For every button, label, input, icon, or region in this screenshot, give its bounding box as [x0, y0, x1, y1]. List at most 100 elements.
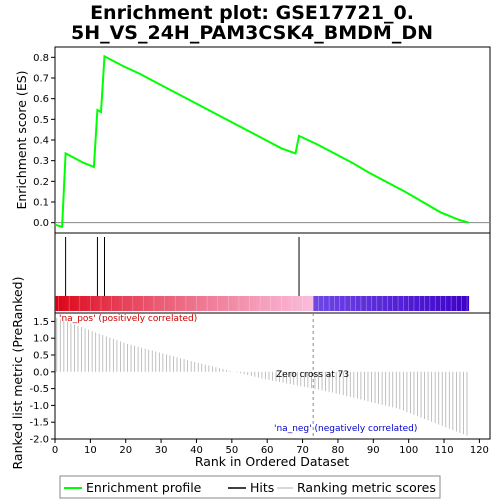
strip-cell [125, 296, 130, 311]
strip-cell [207, 296, 211, 311]
x-axis-label: Rank in Ordered Dataset [195, 454, 349, 469]
strip-cell [362, 296, 367, 311]
strip-cell [373, 296, 378, 311]
strip-cell [161, 296, 165, 311]
strip-cell [231, 296, 236, 311]
es-panel-frame [54, 46, 491, 234]
strip-cell [104, 296, 109, 311]
strip-cell [440, 296, 445, 311]
es-y-tick-label: 0.7 [33, 74, 49, 85]
es-y-tick-label: 0.5 [33, 115, 49, 126]
strip-cell [302, 296, 307, 311]
strip-cell [458, 296, 463, 311]
strip-cell [429, 296, 434, 311]
metric-y-tick-label: 0.5 [33, 351, 49, 362]
strip-cell [394, 296, 399, 311]
strip-cell [408, 296, 413, 311]
strip-cell [62, 296, 66, 311]
es-curve [54, 54, 470, 229]
strip-cell [313, 296, 318, 311]
strip-cell [352, 296, 356, 311]
strip-cell [238, 296, 243, 311]
strip-cell [334, 296, 339, 311]
x-tick-label: 0 [52, 445, 58, 456]
x-tick-label: 40 [190, 445, 203, 456]
strip-cell [221, 296, 226, 311]
strip-cell [58, 296, 63, 311]
strip-cell [235, 296, 240, 311]
strip-cell [345, 296, 349, 311]
legend-label-ranking-metric: Ranking metric scores [297, 480, 436, 495]
rank-color-strip [55, 296, 470, 311]
strip-cell [245, 296, 250, 311]
strip-cell [86, 296, 91, 311]
strip-cell [168, 296, 173, 311]
es-y-tick-label: 0.4 [33, 136, 49, 147]
strip-cell [154, 296, 158, 311]
strip-cell [76, 296, 81, 311]
strip-cell [132, 296, 137, 311]
metric-panel-frame [54, 312, 491, 440]
es-y-tick-label: 0.3 [33, 156, 49, 167]
strip-cell [291, 296, 296, 311]
strip-cell [277, 296, 282, 311]
strip-cell [436, 296, 441, 311]
strip-cell [383, 296, 388, 311]
metric-bars [56, 318, 468, 436]
strip-cell [69, 296, 73, 311]
strip-cell [405, 296, 409, 311]
strip-cell [299, 296, 303, 311]
strip-cell [260, 296, 264, 311]
metric-y-axis-label: Ranked list metric (PreRanked) [10, 277, 25, 470]
strip-cell [214, 296, 218, 311]
strip-cell [171, 296, 176, 311]
neg-correlation-label: 'na_neg' (negatively correlated) [274, 424, 417, 434]
x-tick-label: 50 [225, 445, 238, 456]
strip-cell [274, 296, 279, 311]
strip-cell [249, 296, 254, 311]
strip-cell [100, 296, 105, 311]
strip-cell [323, 296, 328, 311]
strip-cell [330, 296, 335, 311]
x-tick-label: 110 [434, 445, 453, 456]
strip-cell [270, 296, 275, 311]
x-tick-label: 70 [296, 445, 309, 456]
strip-cell [150, 296, 155, 311]
strip-cell [175, 296, 180, 311]
strip-cell [122, 296, 127, 311]
strip-cell [192, 296, 197, 311]
legend-label-hits: Hits [250, 480, 274, 495]
strip-cell [146, 296, 151, 311]
x-tick-label: 10 [84, 445, 97, 456]
metric-panel: 1.5 1.0 0.5 0.0 -0.5 -1.0 -1.5 -2.0 0 10 20 30 40 50… [10, 277, 491, 470]
strip-cell [387, 296, 392, 311]
es-y-tick-label: 0.2 [33, 177, 49, 188]
zero-cross-label: Zero cross at 73 [276, 370, 349, 380]
strip-cell [451, 296, 455, 311]
es-y-tick-label: 0.0 [33, 218, 49, 229]
strip-cell [65, 296, 70, 311]
strip-cell [217, 296, 222, 311]
es-panel: 0.0 0.1 0.2 0.3 0.4 0.5 0.6 0.7 0.8 Enrichment s… [14, 46, 491, 234]
metric-y-tick-label: -2.0 [29, 435, 49, 446]
strip-cell [461, 296, 466, 311]
hits-panel [54, 232, 491, 314]
strip-cell [256, 296, 261, 311]
strip-cell [182, 296, 187, 311]
strip-cell [355, 296, 360, 311]
strip-cell [415, 296, 420, 311]
es-y-ticks: 0.0 0.1 0.2 0.3 0.4 0.5 0.6 0.7 0.8 [33, 53, 55, 229]
strip-cell [79, 296, 84, 311]
es-y-axis-label: Enrichment score (ES) [14, 70, 29, 209]
strip-cell [136, 296, 141, 311]
strip-cell [376, 296, 381, 311]
es-y-tick-label: 0.1 [33, 198, 49, 209]
strip-cell [164, 296, 169, 311]
x-tick-label: 60 [261, 445, 274, 456]
metric-y-ticks: 1.5 1.0 0.5 0.0 -0.5 -1.0 -1.5 -2.0 [29, 317, 55, 446]
strip-cell [97, 296, 102, 311]
chart-title-line-2: 5H_VS_24H_PAM3CSK4_BMDM_DN [71, 22, 433, 44]
metric-y-tick-label: 1.0 [33, 334, 49, 345]
strip-cell [111, 296, 116, 311]
